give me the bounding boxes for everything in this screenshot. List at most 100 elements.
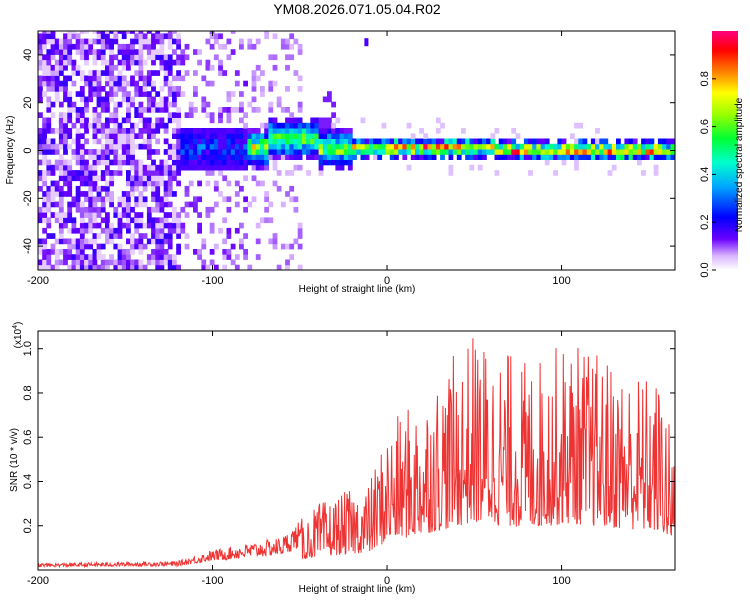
heatmap-cell (272, 122, 278, 129)
heatmap-cell (117, 70, 123, 76)
heatmap-cell (130, 43, 135, 50)
heatmap-cell (50, 170, 56, 176)
heatmap-cell (440, 154, 445, 160)
heatmap-cell (42, 191, 47, 197)
x-tick-label: -200 (27, 575, 49, 587)
heatmap-cell (163, 249, 169, 255)
heatmap-cell (578, 154, 584, 160)
heatmap-cell (42, 59, 47, 66)
heatmap-cell (582, 138, 588, 145)
heatmap-cell (67, 117, 73, 124)
heatmap-cell (58, 54, 64, 61)
heatmap-cell (151, 180, 156, 187)
heatmap-cell (134, 49, 140, 55)
y-tick-label: 0.8 (22, 385, 34, 400)
heatmap-cell (322, 154, 328, 160)
heatmap-cell (138, 43, 144, 50)
heatmap-cell (234, 164, 240, 171)
heatmap-cell (482, 149, 487, 155)
heatmap-cell (71, 31, 77, 34)
heatmap-cell (46, 117, 52, 124)
heatmap-cell (502, 154, 508, 160)
heatmap-cell (389, 138, 395, 145)
heatmap-cell (42, 196, 47, 203)
heatmap-cell (138, 249, 144, 255)
heatmap-cell (339, 164, 345, 171)
x-tick-label: 0 (384, 575, 390, 587)
heatmap-cell (138, 143, 144, 150)
heatmap-cell (38, 170, 43, 176)
heatmap-cell (58, 196, 64, 203)
heatmap-cell (121, 43, 127, 50)
heatmap-cell (423, 138, 429, 145)
heatmap-cell (448, 154, 454, 160)
heatmap-cell (197, 138, 202, 145)
heatmap-cell (431, 143, 437, 150)
heatmap-cell (649, 143, 655, 150)
heatmap-cell (151, 133, 156, 139)
heatmap-cell (268, 238, 274, 245)
heatmap-cell (84, 243, 89, 250)
heatmap-cell (176, 154, 181, 160)
heatmap-cell (67, 107, 73, 113)
heatmap-cell (105, 222, 110, 229)
heatmap-cell (465, 143, 470, 150)
heatmap-cell (427, 138, 433, 145)
heatmap-cell (67, 159, 73, 166)
heatmap-cell (88, 43, 94, 50)
heatmap-cell (482, 154, 487, 160)
heatmap-cell (58, 170, 64, 176)
heatmap-cell (255, 128, 261, 134)
heatmap-cell (126, 254, 131, 260)
heatmap-cell (75, 64, 81, 71)
heatmap-cell (109, 38, 114, 45)
heatmap-cell (435, 138, 441, 145)
heatmap-cell (268, 117, 274, 124)
heatmap-cell (515, 133, 521, 139)
heatmap-cell (88, 49, 94, 55)
heatmap-cell (544, 149, 550, 155)
heatmap-cell (540, 138, 546, 145)
heatmap-cell (117, 86, 123, 92)
heatmap-cell (42, 154, 47, 160)
heatmap-cell (109, 227, 114, 234)
heatmap-cell (54, 159, 60, 166)
heatmap-cell (197, 212, 202, 218)
heatmap-cell (38, 38, 43, 45)
heatmap-cell (565, 143, 571, 150)
heatmap-cell (327, 138, 332, 145)
heatmap-cell (117, 159, 123, 166)
heatmap-cell (364, 149, 370, 155)
heatmap-cell (79, 154, 85, 160)
heatmap-cell (42, 175, 47, 182)
heatmap-cell (490, 149, 496, 155)
heatmap-cell (92, 31, 98, 34)
heatmap-cell (172, 117, 177, 124)
heatmap-cell (193, 138, 198, 145)
heatmap-cell (172, 259, 177, 266)
heatmap-cell (251, 70, 257, 76)
heatmap-cell (54, 143, 60, 150)
heatmap-cell (142, 264, 148, 270)
heatmap-cell (657, 143, 663, 150)
heatmap-cell (423, 154, 429, 160)
heatmap-cell (92, 259, 98, 266)
heatmap-cell (230, 138, 236, 145)
heatmap-cell (92, 54, 98, 61)
heatmap-cell (96, 38, 102, 45)
heatmap-cell (84, 122, 89, 129)
heatmap-cell (79, 180, 85, 187)
heatmap-cell (565, 149, 571, 155)
heatmap-cell (121, 143, 127, 150)
heatmap-cell (46, 59, 52, 66)
heatmap-cell (167, 43, 173, 50)
heatmap-cell (188, 159, 194, 166)
heatmap-cell (184, 112, 190, 118)
heatmap-cell (213, 201, 219, 208)
heatmap-cell (146, 138, 152, 145)
heatmap-cell (163, 259, 169, 266)
heatmap-cell (109, 133, 114, 139)
heatmap-cell (113, 170, 119, 176)
heatmap-cell (331, 122, 336, 129)
heatmap-cell (239, 149, 244, 155)
